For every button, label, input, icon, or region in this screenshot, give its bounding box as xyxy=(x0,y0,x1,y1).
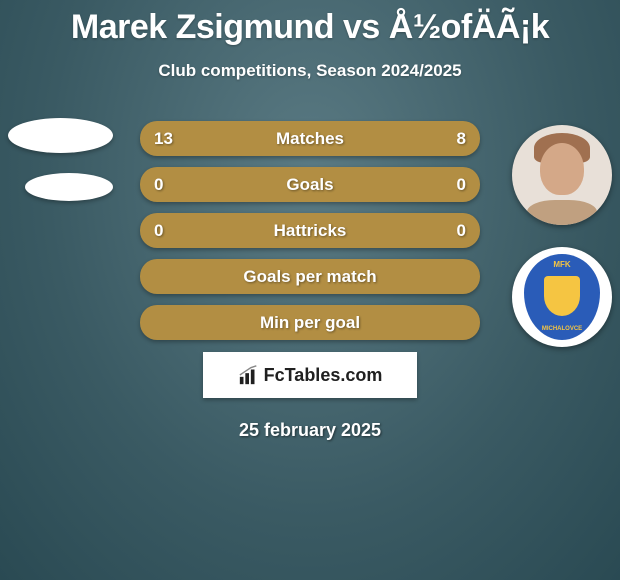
comparison-title: Marek Zsigmund vs Å½ofÄÃ¡k xyxy=(0,0,620,47)
stat-row-matches: 13 Matches 8 xyxy=(140,121,480,156)
stat-row-goals: 0 Goals 0 xyxy=(140,167,480,202)
comparison-date: 25 february 2025 xyxy=(0,420,620,441)
right-player-photo xyxy=(512,125,612,225)
stat-left-value: 0 xyxy=(154,175,163,195)
left-player-avatars xyxy=(8,118,113,221)
logo-text: FcTables.com xyxy=(264,365,383,386)
right-club-badge: MFK MICHALOVCE xyxy=(512,247,612,347)
stat-row-hattricks: 0 Hattricks 0 xyxy=(140,213,480,248)
stat-label: Hattricks xyxy=(274,221,347,241)
badge-text-bottom: MICHALOVCE xyxy=(524,326,600,332)
stat-left-value: 13 xyxy=(154,129,173,149)
stat-right-value: 0 xyxy=(457,221,466,241)
left-avatar-placeholder-2 xyxy=(25,173,113,201)
stat-label: Goals xyxy=(286,175,333,195)
stat-label: Matches xyxy=(276,129,344,149)
badge-text-top: MFK xyxy=(524,260,600,269)
stat-row-goals-per-match: Goals per match xyxy=(140,259,480,294)
stat-label: Goals per match xyxy=(243,267,376,287)
stat-right-value: 0 xyxy=(457,175,466,195)
stat-left-value: 0 xyxy=(154,221,163,241)
fctables-logo: FcTables.com xyxy=(203,352,417,398)
bar-chart-icon xyxy=(238,364,260,386)
right-player-avatars: MFK MICHALOVCE xyxy=(512,125,612,347)
left-avatar-placeholder-1 xyxy=(8,118,113,153)
comparison-subtitle: Club competitions, Season 2024/2025 xyxy=(0,61,620,81)
stat-right-value: 8 xyxy=(457,129,466,149)
stat-row-min-per-goal: Min per goal xyxy=(140,305,480,340)
stat-label: Min per goal xyxy=(260,313,360,333)
